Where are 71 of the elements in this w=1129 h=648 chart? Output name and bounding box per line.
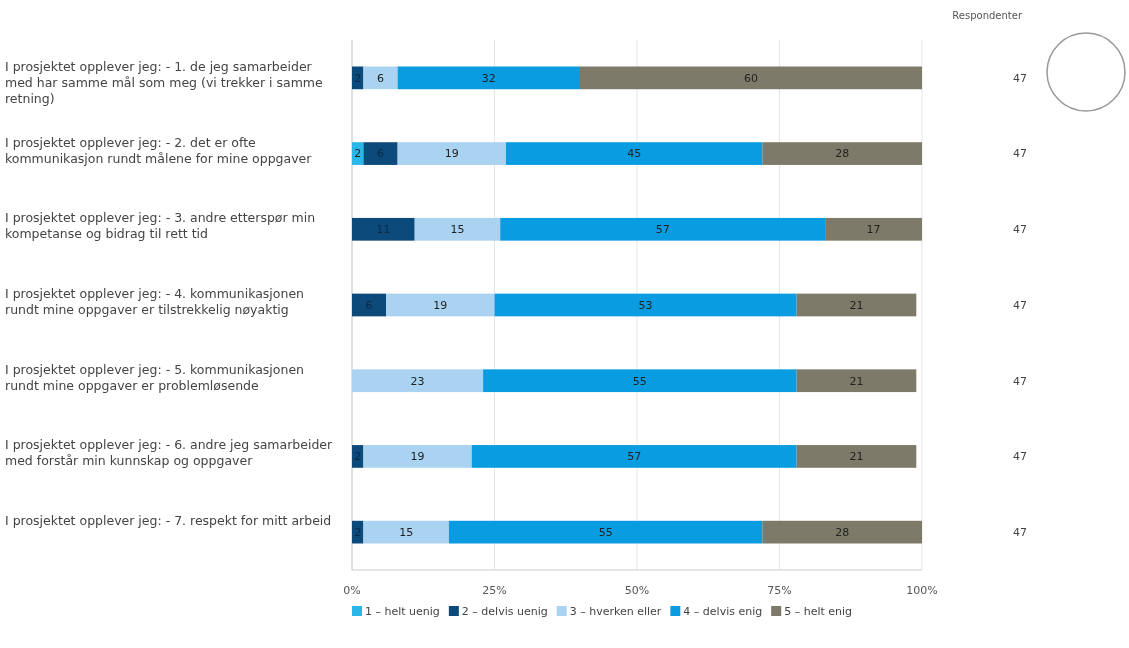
bar bbox=[397, 66, 580, 90]
y-tick-label: I prosjektet opplever jeg: - 6. andre jeg samarbeider med forstår min kunnskap og oppgaver bbox=[5, 437, 334, 469]
y-tick-label: I prosjektet opplever jeg: - 2. det er ofte kommunikasjon rundt målene for mine oppgaver bbox=[5, 134, 313, 166]
bar bbox=[352, 369, 484, 393]
bar bbox=[762, 142, 922, 165]
x-tick-label: 75% bbox=[767, 583, 792, 597]
data-label: 21 bbox=[849, 450, 864, 464]
data-label: 53 bbox=[638, 298, 653, 312]
y-tick-label: I prosjektet opplever jeg: - 5. kommunikasjonen rundt mine oppgaver er problemløsende bbox=[5, 361, 304, 393]
data-label: 15 bbox=[450, 223, 465, 237]
bar bbox=[796, 445, 917, 468]
bar bbox=[363, 445, 472, 468]
legend-label: 4 – delvis enig bbox=[683, 604, 763, 618]
data-label: 55 bbox=[632, 374, 647, 388]
data-label: 28 bbox=[835, 147, 850, 161]
text: 47 bbox=[1013, 374, 1027, 388]
y-tick-label: I prosjektet opplever jeg: - 7. respekt for mitt arbeid bbox=[5, 513, 332, 529]
data-label: 57 bbox=[627, 450, 642, 464]
text: 47 bbox=[1013, 147, 1027, 161]
bar bbox=[386, 293, 495, 317]
bar bbox=[397, 142, 506, 165]
text: Respondenter bbox=[952, 10, 1023, 21]
bar bbox=[483, 369, 797, 393]
data-label: 2 bbox=[354, 147, 362, 161]
data-label: 21 bbox=[849, 374, 864, 388]
legend-label: 2 – delvis uenig bbox=[461, 604, 548, 618]
legend-label: 3 – hverken eller bbox=[569, 604, 662, 618]
data-label: 57 bbox=[655, 223, 670, 237]
bar bbox=[762, 520, 922, 544]
bar bbox=[500, 217, 826, 241]
data-label: 19 bbox=[433, 298, 448, 312]
bar bbox=[505, 142, 763, 165]
data-label: 19 bbox=[444, 147, 459, 161]
bar bbox=[448, 520, 763, 544]
data-label: 21 bbox=[849, 298, 864, 312]
legend-label: 5 – helt enig bbox=[784, 604, 853, 618]
y-tick-label: I prosjektet opplever jeg: - 4. kommunikasjonen rundt mine oppgaver er tilstrekkelig nøyaktig bbox=[5, 286, 304, 317]
text: 47 bbox=[1013, 71, 1027, 85]
bar bbox=[352, 217, 415, 241]
bar bbox=[796, 369, 917, 393]
bar bbox=[363, 520, 449, 544]
data-label: 55 bbox=[598, 525, 613, 539]
x-tick-label: 100% bbox=[906, 583, 938, 597]
data-label: 15 bbox=[399, 525, 414, 539]
x-tick-label: 50% bbox=[624, 583, 650, 597]
y-tick-label: I prosjektet opplever jeg: - 1. de jeg samarbeider med har samme mål som meg (vi trekker i samme retning) bbox=[5, 58, 324, 106]
bar bbox=[363, 66, 398, 90]
bar bbox=[825, 217, 922, 241]
legend-label: 1 – helt uenig bbox=[365, 604, 440, 618]
text: 47 bbox=[1013, 223, 1027, 237]
data-label: 60 bbox=[744, 71, 758, 85]
text: 47 bbox=[1013, 525, 1027, 539]
data-label: 32 bbox=[481, 71, 496, 85]
data-label: 19 bbox=[410, 450, 425, 464]
bar bbox=[494, 293, 797, 317]
bar bbox=[414, 217, 501, 241]
bar bbox=[796, 293, 917, 317]
bar bbox=[363, 142, 398, 165]
data-label: 45 bbox=[627, 147, 642, 161]
bar bbox=[352, 293, 387, 317]
data-label: 6 bbox=[377, 71, 384, 85]
data-label: 28 bbox=[835, 525, 850, 539]
text: 47 bbox=[1013, 298, 1027, 312]
data-label: 23 bbox=[410, 374, 425, 388]
text: 47 bbox=[1013, 450, 1027, 464]
x-tick-label: 0% bbox=[343, 583, 361, 597]
x-tick-label: 25% bbox=[482, 583, 507, 597]
bar bbox=[471, 445, 797, 468]
y-tick-label: I prosjektet opplever jeg: - 3. andre etterspør min kompetanse og bidrag til rett tid bbox=[5, 210, 316, 242]
data-label: 17 bbox=[866, 223, 881, 237]
bar bbox=[580, 66, 922, 90]
